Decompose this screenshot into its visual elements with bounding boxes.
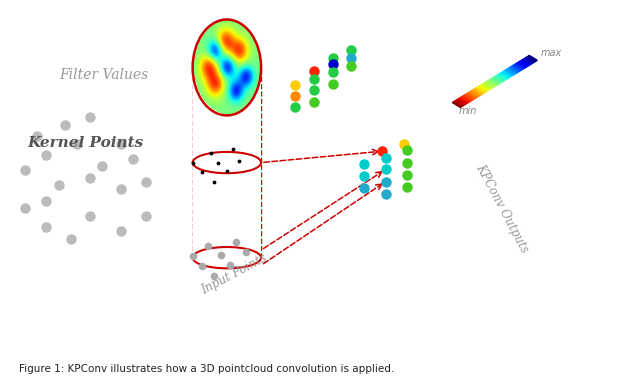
Polygon shape — [507, 68, 516, 74]
Polygon shape — [495, 76, 504, 81]
Polygon shape — [506, 69, 515, 74]
Polygon shape — [521, 60, 529, 66]
Polygon shape — [477, 87, 486, 92]
Polygon shape — [514, 64, 523, 70]
Polygon shape — [475, 88, 484, 93]
Polygon shape — [504, 70, 513, 76]
Polygon shape — [497, 75, 506, 80]
Text: Figure 1: KPConv illustrates how a 3D pointcloud convolution is applied.: Figure 1: KPConv illustrates how a 3D po… — [19, 364, 394, 374]
Polygon shape — [470, 91, 479, 97]
Polygon shape — [515, 64, 524, 69]
Polygon shape — [504, 71, 512, 76]
Polygon shape — [485, 82, 494, 87]
Polygon shape — [460, 97, 469, 103]
Polygon shape — [463, 95, 472, 101]
Text: Input Points: Input Points — [199, 251, 269, 297]
Polygon shape — [522, 59, 531, 64]
Ellipse shape — [193, 247, 261, 268]
Polygon shape — [457, 99, 466, 105]
Polygon shape — [480, 85, 489, 90]
Polygon shape — [465, 94, 474, 100]
Polygon shape — [510, 67, 519, 72]
Polygon shape — [475, 88, 484, 94]
Polygon shape — [479, 86, 487, 91]
Polygon shape — [459, 98, 468, 103]
Bar — [193, 68, 261, 258]
Polygon shape — [481, 84, 490, 90]
Polygon shape — [502, 71, 511, 77]
Polygon shape — [468, 92, 478, 97]
Polygon shape — [473, 90, 482, 95]
Polygon shape — [522, 59, 531, 65]
Polygon shape — [518, 62, 527, 68]
Polygon shape — [464, 95, 473, 100]
Polygon shape — [516, 63, 525, 69]
Polygon shape — [506, 69, 514, 75]
Polygon shape — [511, 66, 520, 71]
Polygon shape — [487, 81, 496, 86]
Polygon shape — [495, 76, 504, 81]
Polygon shape — [494, 77, 502, 82]
Text: Filter Values: Filter Values — [59, 68, 148, 82]
Polygon shape — [501, 72, 511, 77]
Polygon shape — [499, 74, 507, 79]
Polygon shape — [499, 73, 509, 79]
Polygon shape — [489, 80, 498, 85]
Polygon shape — [477, 87, 485, 93]
Polygon shape — [474, 89, 482, 95]
Polygon shape — [483, 83, 492, 88]
Polygon shape — [484, 83, 493, 88]
Polygon shape — [470, 91, 480, 96]
Polygon shape — [488, 80, 497, 86]
Polygon shape — [458, 98, 467, 104]
Polygon shape — [513, 65, 522, 70]
Polygon shape — [479, 85, 488, 91]
Polygon shape — [497, 74, 507, 80]
Ellipse shape — [193, 152, 261, 173]
Polygon shape — [509, 67, 518, 73]
Polygon shape — [491, 78, 500, 84]
Polygon shape — [501, 73, 509, 78]
Polygon shape — [490, 79, 499, 85]
Polygon shape — [512, 66, 521, 71]
Text: max: max — [541, 48, 561, 58]
Polygon shape — [517, 63, 526, 68]
Polygon shape — [453, 102, 462, 107]
Polygon shape — [462, 96, 471, 102]
Text: min: min — [458, 107, 477, 116]
Polygon shape — [508, 68, 517, 73]
Polygon shape — [472, 90, 480, 96]
Polygon shape — [519, 61, 528, 67]
Polygon shape — [492, 78, 501, 83]
Polygon shape — [526, 57, 534, 63]
Polygon shape — [468, 93, 477, 98]
Polygon shape — [461, 96, 470, 102]
Polygon shape — [466, 94, 475, 99]
Polygon shape — [524, 58, 533, 63]
Polygon shape — [482, 84, 491, 89]
Polygon shape — [452, 102, 461, 107]
Polygon shape — [520, 61, 529, 66]
Text: KPConv Outputs: KPConv Outputs — [473, 162, 531, 255]
Text: Kernel Points: Kernel Points — [28, 136, 144, 150]
Polygon shape — [528, 56, 536, 61]
Polygon shape — [526, 57, 536, 62]
Polygon shape — [528, 56, 538, 61]
Polygon shape — [456, 100, 465, 105]
Polygon shape — [493, 77, 502, 83]
Polygon shape — [455, 100, 464, 106]
Polygon shape — [454, 101, 463, 106]
Polygon shape — [486, 81, 495, 87]
Polygon shape — [524, 58, 533, 64]
Polygon shape — [467, 93, 475, 98]
